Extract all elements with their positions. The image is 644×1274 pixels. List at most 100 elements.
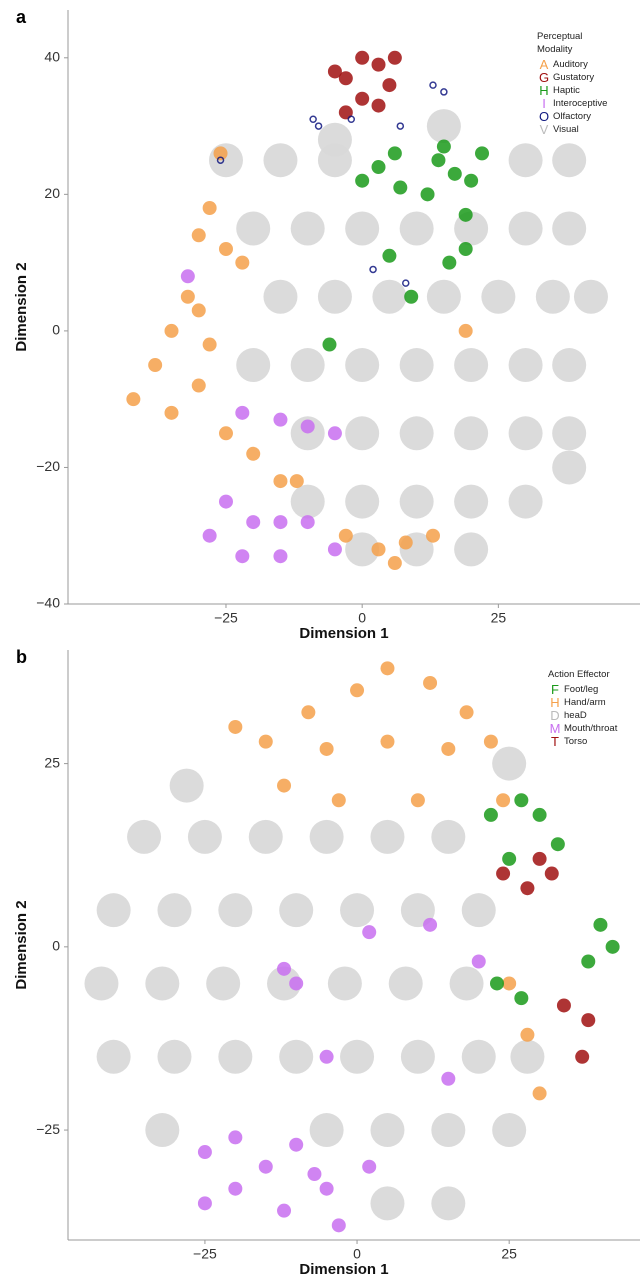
point — [197, 1145, 212, 1160]
point — [552, 348, 587, 383]
legend-marker: F — [551, 682, 559, 697]
point — [520, 1027, 535, 1042]
legend-item: G Gustatory — [537, 71, 607, 84]
point — [461, 1039, 496, 1074]
point — [514, 991, 529, 1006]
point — [228, 1181, 243, 1196]
point — [420, 187, 435, 202]
legend-label: heaD — [564, 710, 587, 721]
point — [218, 426, 233, 441]
point — [322, 337, 337, 352]
point — [508, 143, 543, 178]
point — [461, 893, 496, 928]
point — [520, 881, 535, 896]
point — [544, 866, 559, 881]
point — [345, 348, 380, 383]
point — [399, 416, 434, 451]
point — [396, 122, 405, 130]
legend-marker: O — [538, 109, 550, 124]
point — [458, 207, 473, 222]
point — [228, 719, 243, 734]
point — [289, 976, 304, 991]
point — [380, 734, 395, 749]
points — [126, 50, 608, 571]
point — [331, 1218, 346, 1233]
point — [388, 966, 423, 1001]
point — [496, 866, 511, 881]
point — [454, 484, 489, 519]
point — [301, 705, 316, 720]
point — [347, 115, 356, 123]
x-tick-label: 0 — [353, 1246, 361, 1262]
point — [454, 532, 489, 567]
legend-title: Action Effector — [548, 669, 610, 680]
legend-item: V Visual — [537, 123, 607, 136]
point — [387, 556, 402, 571]
legend-label: Visual — [553, 124, 579, 135]
point — [426, 109, 461, 144]
point — [532, 807, 547, 822]
point — [475, 146, 490, 161]
x-axis-title: Dimension 1 — [299, 625, 388, 642]
point — [300, 419, 315, 434]
legend-label: Foot/leg — [564, 684, 599, 695]
point — [423, 675, 438, 690]
point — [449, 966, 484, 1001]
point — [127, 819, 162, 854]
legend-item: I Interoceptive — [537, 97, 607, 110]
point — [362, 1159, 377, 1174]
point — [319, 741, 334, 756]
point — [309, 819, 344, 854]
point — [581, 954, 596, 969]
x-tick-label: 25 — [491, 610, 507, 626]
point — [402, 279, 410, 287]
point — [458, 241, 473, 256]
point — [350, 683, 365, 698]
point — [423, 917, 438, 932]
point — [552, 211, 587, 246]
point — [126, 392, 141, 407]
point — [273, 474, 288, 489]
legend-item: O Olfactory — [537, 110, 607, 123]
point — [314, 122, 323, 130]
point — [235, 405, 250, 420]
point — [508, 348, 543, 383]
point — [496, 793, 511, 808]
point — [371, 160, 386, 175]
point — [279, 893, 314, 928]
point — [218, 1039, 253, 1074]
point — [441, 741, 456, 756]
point — [431, 819, 466, 854]
point — [277, 1203, 292, 1218]
point — [398, 535, 413, 550]
point — [202, 201, 217, 215]
point — [218, 893, 253, 928]
point — [431, 153, 446, 168]
point — [187, 819, 222, 854]
point — [441, 1071, 456, 1086]
point — [556, 998, 571, 1013]
point — [338, 528, 353, 543]
y-tick-label: 20 — [44, 185, 60, 201]
point — [267, 966, 302, 1001]
y-tick-label: 0 — [52, 322, 60, 338]
point — [145, 1113, 180, 1148]
point — [340, 1039, 375, 1074]
legend-item: M Mouth/throat — [548, 722, 618, 735]
points — [84, 661, 620, 1233]
point — [258, 734, 273, 749]
point — [206, 966, 241, 1001]
point — [372, 279, 407, 314]
point — [508, 211, 543, 246]
point — [213, 146, 228, 161]
point — [371, 98, 386, 113]
point — [327, 426, 342, 441]
legend-label: Gustatory — [553, 72, 595, 83]
point — [502, 976, 517, 991]
y-axis-title: Dimension 2 — [13, 900, 30, 989]
y-tick-label: −40 — [36, 595, 60, 611]
point — [387, 146, 402, 161]
point — [399, 484, 434, 519]
